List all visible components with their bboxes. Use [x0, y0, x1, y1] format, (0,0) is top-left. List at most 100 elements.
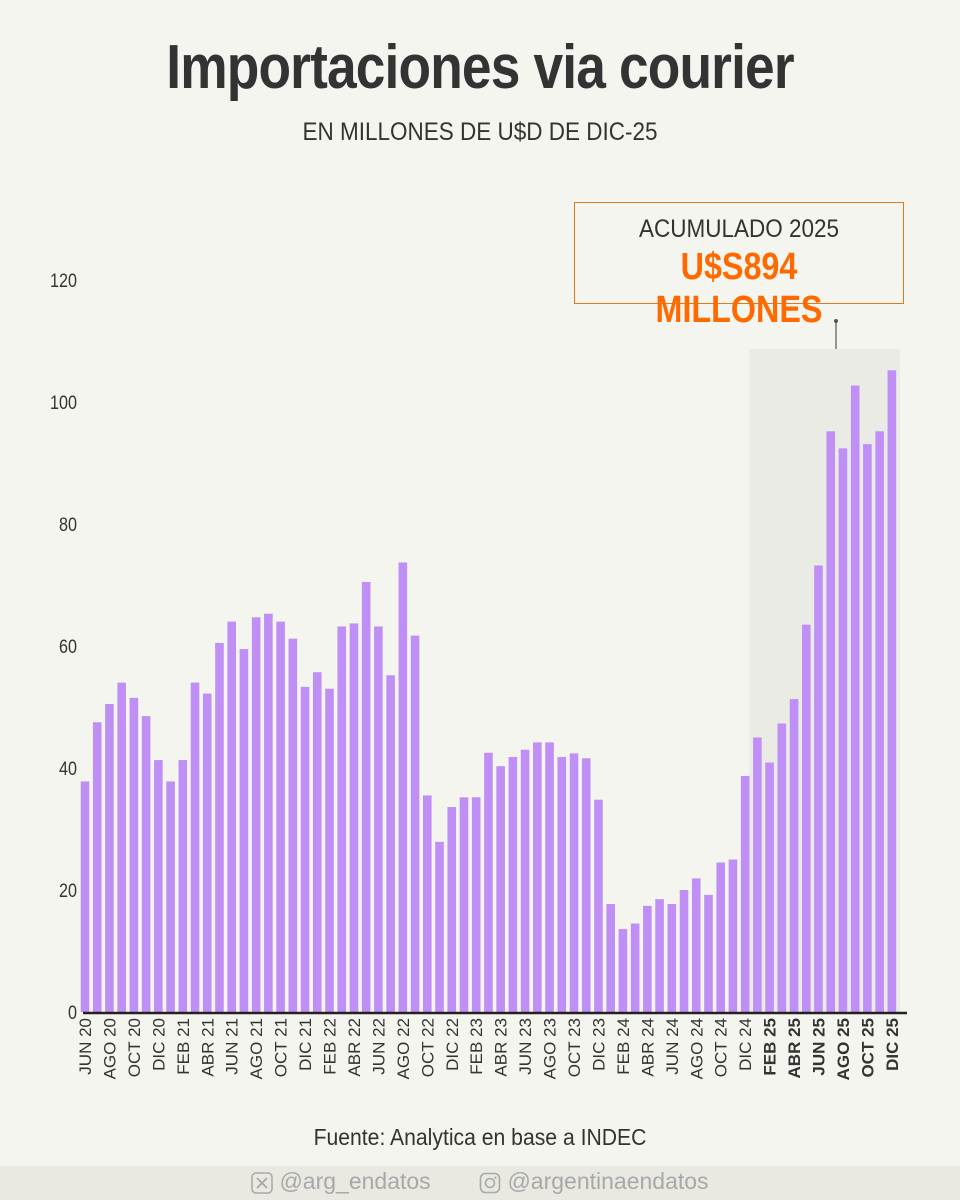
- bar: [679, 890, 689, 1012]
- bar: [202, 693, 212, 1012]
- twitter-handle[interactable]: @arg_endatos: [251, 1167, 431, 1195]
- bar: [471, 797, 481, 1012]
- y-tick-label: 60: [59, 636, 77, 658]
- y-axis-ticks: 0 20 40 60 80 100 120: [50, 270, 77, 1024]
- x-tick-label: FEB 24: [614, 1018, 633, 1075]
- bar: [105, 703, 114, 1012]
- bar: [740, 775, 750, 1012]
- x-tick-label: AGO 21: [247, 1018, 266, 1079]
- bar: [264, 613, 273, 1012]
- bar: [789, 699, 799, 1012]
- x-tick-label: FEB 22: [321, 1018, 340, 1075]
- x-tick-label: AGO 25: [834, 1018, 853, 1080]
- bar: [850, 385, 860, 1012]
- bar: [728, 859, 738, 1012]
- bar: [594, 799, 603, 1012]
- bar: [374, 626, 383, 1012]
- footer-bar: @arg_endatos @argentinaendatos: [0, 1166, 960, 1200]
- bar: [337, 626, 347, 1012]
- bar: [887, 370, 897, 1012]
- bar: [239, 649, 249, 1012]
- y-tick-label: 80: [59, 514, 77, 536]
- x-tick-label: JUN 22: [369, 1018, 388, 1075]
- x-tick-label: FEB 25: [761, 1018, 780, 1076]
- bar: [545, 742, 554, 1012]
- bar: [801, 624, 811, 1012]
- x-tick-label: JUN 24: [663, 1018, 682, 1075]
- annotation-box: ACUMULADO 2025 U$S894 MILLONES: [574, 202, 904, 331]
- x-tick-label: OCT 20: [125, 1018, 144, 1077]
- bar: [765, 762, 774, 1012]
- source-note: Fuente: Analytica en base a INDEC: [313, 1124, 647, 1150]
- x-tick-label: ABR 25: [785, 1018, 804, 1078]
- x-tick-label: AGO 20: [100, 1018, 119, 1079]
- bar: [312, 672, 322, 1012]
- bar: [691, 878, 701, 1012]
- x-tick-label: DIC 24: [736, 1018, 755, 1071]
- x-tick-label: DIC 23: [589, 1018, 608, 1071]
- x-tick-label: AGO 22: [394, 1018, 413, 1079]
- x-tick-label: ABR 23: [492, 1018, 511, 1077]
- bar: [276, 621, 285, 1012]
- x-tick-label: OCT 25: [858, 1018, 877, 1078]
- bars-layer: [80, 370, 897, 1013]
- bar: [166, 781, 175, 1012]
- x-tick-label: ABR 24: [638, 1018, 657, 1077]
- y-tick-label: 100: [50, 392, 77, 414]
- bar: [361, 581, 371, 1012]
- bar: [386, 675, 395, 1012]
- x-tick-label: AGO 23: [541, 1018, 560, 1079]
- bar: [447, 807, 457, 1012]
- bar: [520, 749, 530, 1012]
- bar: [557, 757, 567, 1012]
- bar: [875, 431, 884, 1012]
- x-tick-label: DIC 25: [883, 1018, 902, 1071]
- x-tick-label: OCT 23: [565, 1018, 584, 1077]
- bar: [288, 638, 298, 1012]
- highlight-region-layer: [749, 349, 900, 1012]
- y-tick-label: 40: [59, 758, 77, 780]
- annotation-label: ACUMULADO 2025: [638, 215, 840, 243]
- x-tick-label: JUN 21: [223, 1018, 242, 1075]
- bar: [349, 623, 359, 1012]
- bar: [190, 682, 200, 1012]
- bar: [215, 642, 224, 1012]
- bar: [496, 766, 505, 1012]
- x-tick-label: OCT 21: [272, 1018, 291, 1077]
- bar: [569, 753, 579, 1012]
- x-tick-label: OCT 22: [418, 1018, 437, 1077]
- x-tick-label: FEB 21: [174, 1018, 193, 1075]
- annotation-pointer-dot: [834, 319, 838, 323]
- bar: [777, 723, 787, 1012]
- y-tick-label: 0: [68, 1002, 77, 1024]
- bar: [410, 635, 420, 1012]
- x-tick-label: FEB 23: [467, 1018, 486, 1075]
- chart-title: Importaciones via courier: [166, 33, 794, 102]
- instagram-icon: [480, 1172, 501, 1194]
- bar: [325, 688, 334, 1012]
- bar: [508, 757, 518, 1012]
- x-tick-label: JUN 20: [76, 1018, 95, 1075]
- bar: [129, 697, 139, 1012]
- twitter-handle-text: @arg_endatos: [279, 1167, 431, 1194]
- bar: [141, 716, 151, 1012]
- x-tick-label: DIC 22: [443, 1018, 462, 1071]
- y-tick-label: 120: [50, 270, 77, 292]
- bar: [643, 905, 652, 1012]
- bar: [667, 904, 677, 1012]
- x-tick-label: OCT 24: [712, 1018, 731, 1077]
- bar: [178, 760, 188, 1012]
- bar: [838, 448, 848, 1012]
- bar: [704, 894, 713, 1012]
- bar: [581, 758, 591, 1012]
- bar: [533, 742, 542, 1012]
- instagram-handle[interactable]: @argentinaendatos: [479, 1168, 709, 1195]
- bar: [630, 923, 640, 1012]
- bar: [154, 760, 163, 1012]
- bar: [398, 562, 408, 1012]
- x-tick-label: DIC 20: [149, 1018, 168, 1071]
- annotation-value: U$S894 MILLONES: [655, 246, 823, 331]
- bar: [435, 841, 444, 1012]
- y-tick-label: 20: [59, 880, 77, 902]
